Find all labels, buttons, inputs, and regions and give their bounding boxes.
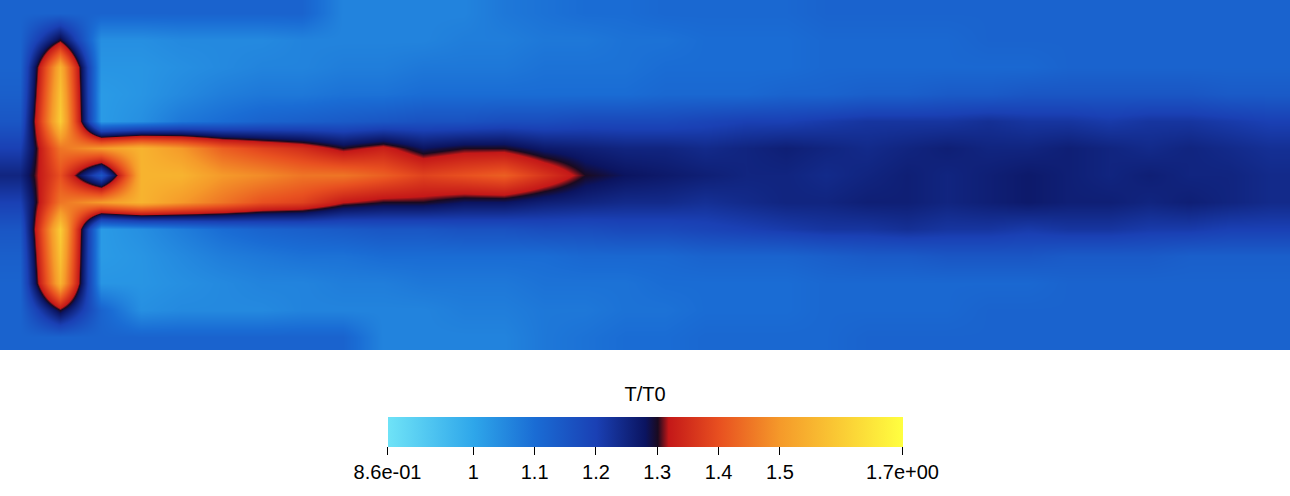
svg-text:1.5: 1.5 [766,461,794,483]
svg-text:1.4: 1.4 [705,461,733,483]
svg-text:1: 1 [468,461,479,483]
svg-text:1.2: 1.2 [582,461,610,483]
svg-text:T/T0: T/T0 [624,383,665,405]
svg-text:1.1: 1.1 [521,461,549,483]
svg-text:1.3: 1.3 [643,461,671,483]
svg-text:1.7e+00: 1.7e+00 [866,461,939,483]
svg-text:8.6e-01: 8.6e-01 [354,461,422,483]
